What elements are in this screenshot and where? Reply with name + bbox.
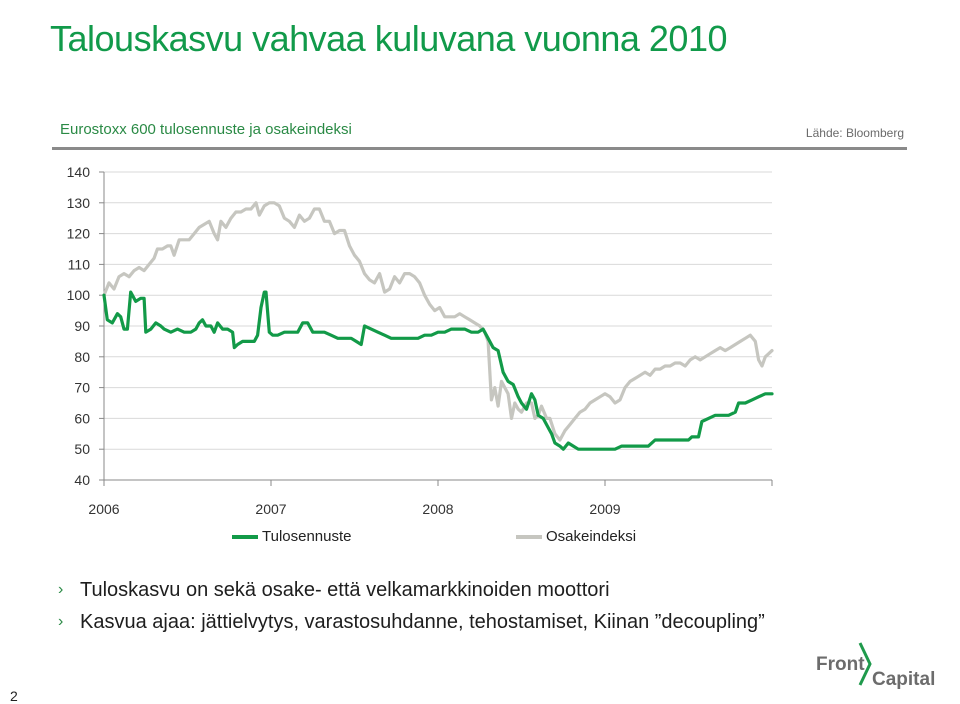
chart-subtitle: Eurostoxx 600 tulosennuste ja osakeindek…	[60, 121, 352, 138]
source-note: Lähde: Bloomberg	[805, 126, 904, 140]
legend-swatch	[232, 534, 258, 539]
line-chart: 40 50 60 70 80 90 100 110 120 130 140 2006 2007 2008 2…	[67, 164, 774, 517]
y-tick-label: 100	[67, 287, 91, 303]
y-tick-label: 120	[67, 226, 91, 242]
company-logo: Front Capital	[816, 642, 936, 690]
legend-item-tulosennuste: Tulosennuste	[232, 528, 352, 545]
x-tick-label: 2008	[422, 501, 453, 517]
y-tick-label: 80	[74, 349, 90, 365]
bullet-text: Tuloskasvu on sekä osake- että velkamark…	[80, 578, 610, 601]
page-title: Talouskasvu vahvaa kuluvana vuonna 2010	[50, 18, 728, 59]
y-tick-label: 50	[74, 441, 90, 457]
header-divider	[52, 147, 907, 150]
bullet-item: › Tuloskasvu on sekä osake- että velkama…	[58, 574, 765, 606]
chevron-right-icon: ›	[58, 581, 64, 598]
chevron-right-icon: ›	[58, 613, 64, 630]
y-tick-label: 110	[68, 256, 91, 272]
legend-label: Tulosennuste	[262, 528, 352, 545]
bracket-icon	[858, 642, 872, 686]
x-tick-label: 2006	[88, 501, 119, 517]
legend-swatch	[516, 534, 542, 539]
bullet-list: › Tuloskasvu on sekä osake- että velkama…	[58, 574, 765, 638]
y-tick-label: 70	[74, 380, 90, 396]
y-tick-label: 130	[67, 195, 91, 211]
page-number: 2	[10, 688, 18, 704]
y-tick-label: 40	[74, 472, 90, 488]
x-tick-label: 2009	[589, 501, 620, 517]
legend-item-osakeindeksi: Osakeindeksi	[516, 528, 636, 545]
logo-word-capital: Capital	[872, 669, 936, 690]
legend-label: Osakeindeksi	[546, 528, 637, 545]
series-line-osakeindeksi	[102, 201, 774, 442]
y-tick-label: 60	[74, 410, 90, 426]
series-line-tulosennuste	[102, 290, 774, 451]
y-tick-label: 140	[67, 164, 91, 180]
x-tick-label: 2007	[255, 501, 286, 517]
logo-word-front: Front	[816, 654, 865, 675]
bullet-item: › Kasvua ajaa: jättielvytys, varastosuhd…	[58, 606, 765, 638]
bullet-text: Kasvua ajaa: jättielvytys, varastosuhdan…	[80, 610, 765, 633]
y-tick-label: 90	[74, 318, 90, 334]
